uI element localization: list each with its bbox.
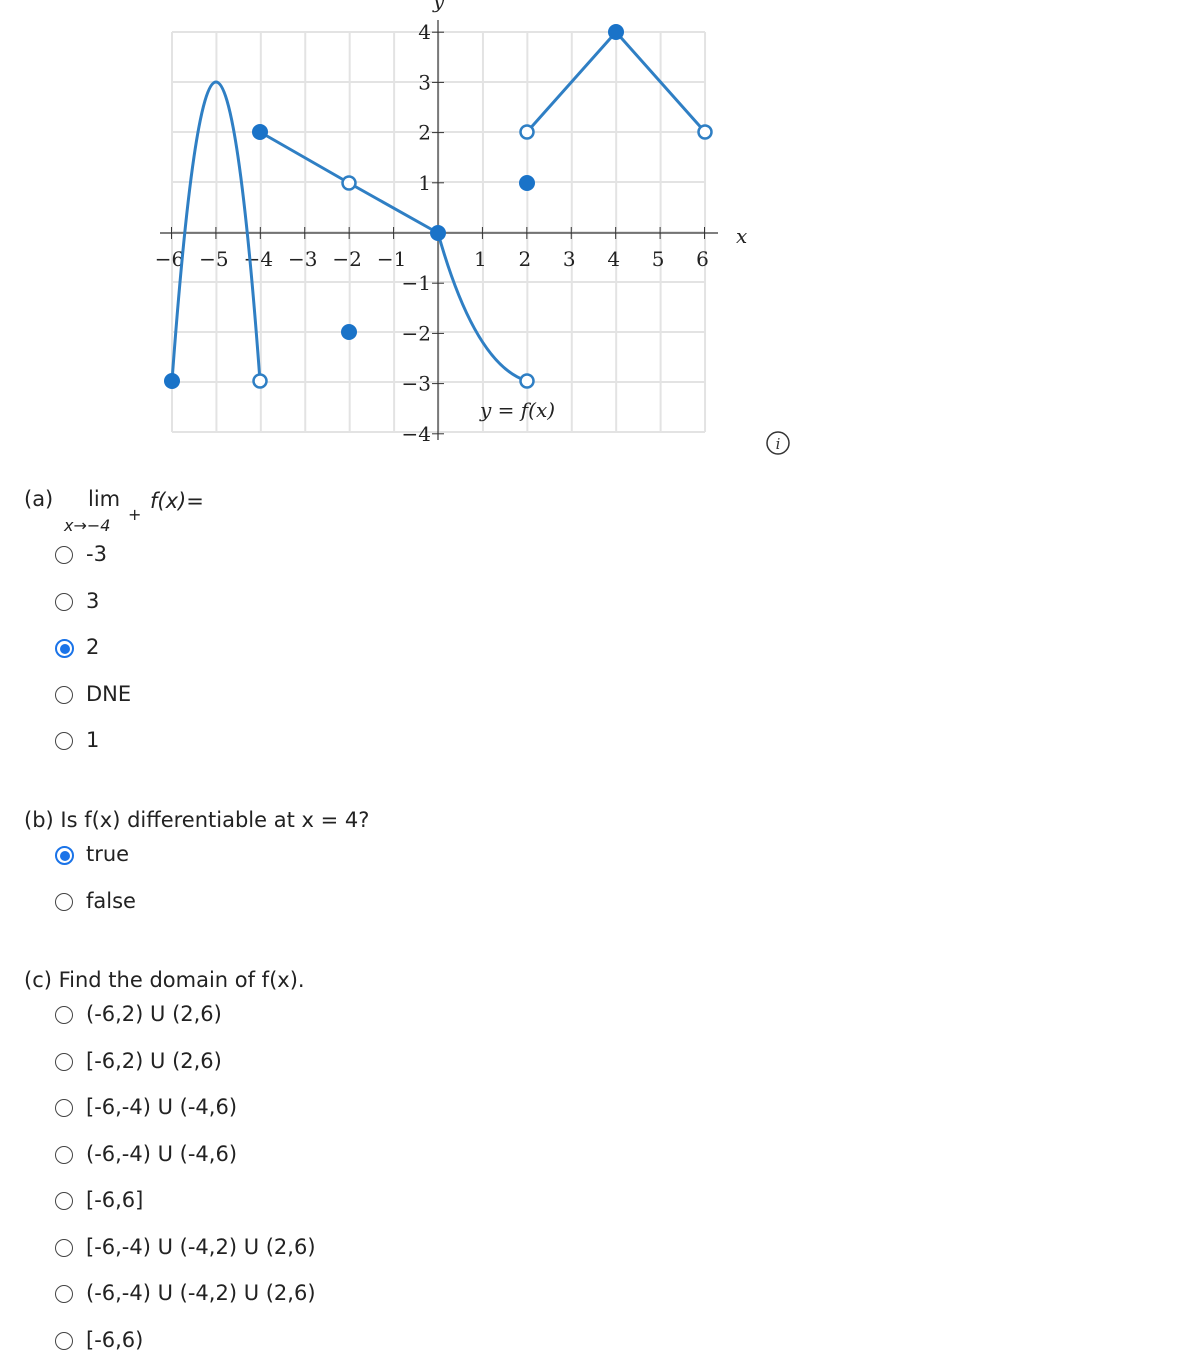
y-axis-label: y: [432, 0, 445, 13]
open-point: [341, 175, 357, 191]
open-point: [519, 373, 535, 389]
radio-button[interactable]: [55, 639, 74, 658]
x-tick-label: −3: [288, 247, 317, 271]
svg-text:i: i: [776, 435, 781, 453]
option-label[interactable]: [-6,2) U (2,6): [86, 1048, 222, 1073]
closed-points: [164, 24, 624, 389]
closed-point: [341, 324, 357, 340]
y-tick-label: −2: [402, 321, 431, 345]
x-tick-label: 2: [518, 247, 531, 271]
x-tick-label: 6: [696, 247, 709, 271]
open-points: [252, 124, 713, 389]
y-tick-label: −3: [402, 372, 431, 396]
x-tick-label: −5: [199, 247, 228, 271]
closed-point: [252, 124, 268, 140]
option-label[interactable]: [-6,-4) U (-4,6): [86, 1095, 238, 1119]
curve-segment: [436, 232, 528, 383]
x-tick-label: −2: [332, 247, 361, 271]
y-tick-label: −1: [402, 271, 431, 295]
option-label[interactable]: (-6,-4) U (-4,6): [86, 1141, 238, 1166]
radio-button[interactable]: [55, 1052, 73, 1071]
x-tick-label: 3: [563, 247, 576, 271]
y-tick-label: 2: [418, 121, 431, 145]
y-tick-label: 3: [418, 70, 431, 94]
radio-button[interactable]: [55, 592, 73, 611]
option-label[interactable]: -3: [86, 542, 107, 566]
option-label[interactable]: [-6,6]: [86, 1188, 144, 1212]
info-icon[interactable]: i: [766, 431, 790, 455]
curve-label: y = f(x): [479, 398, 555, 422]
question-text: (b) Is f(x) differentiable at x = 4?: [24, 808, 370, 832]
x-tick-label: 1: [474, 247, 487, 271]
radio-button[interactable]: [55, 1331, 73, 1350]
option-label[interactable]: 1: [86, 728, 100, 752]
closed-point: [519, 175, 535, 191]
radio-button[interactable]: [55, 546, 73, 564]
radio-button[interactable]: [55, 685, 73, 704]
closed-point: [608, 24, 624, 40]
radio-button[interactable]: [55, 846, 74, 865]
expression: f(x)=: [150, 489, 204, 513]
option-label[interactable]: 3: [86, 588, 100, 613]
radio-button[interactable]: [55, 892, 73, 911]
open-point: [697, 124, 713, 140]
question-text: (c) Find the domain of f(x).: [24, 968, 305, 992]
lim: lim: [88, 487, 121, 511]
radio-button[interactable]: [55, 1285, 73, 1303]
lim-superscript: +: [128, 505, 142, 524]
option-label[interactable]: false: [86, 888, 136, 913]
option-label[interactable]: (-6,-4) U (-4,2) U (2,6): [86, 1281, 316, 1305]
option-label[interactable]: 2: [86, 635, 100, 659]
closed-point: [164, 373, 180, 389]
closed-point: [430, 225, 446, 241]
open-point: [519, 124, 535, 140]
radio-button[interactable]: [55, 1192, 73, 1210]
radio-button[interactable]: [55, 1099, 73, 1117]
x-tick-label: 4: [607, 247, 620, 271]
x-tick-label: 5: [652, 247, 665, 271]
y-tick-label: 1: [418, 171, 431, 195]
option-label[interactable]: (-6,2) U (2,6): [86, 1002, 222, 1026]
part-label: (a): [24, 487, 54, 511]
y-tick-label: −4: [402, 422, 431, 446]
option-label[interactable]: [-6,6): [86, 1327, 144, 1350]
option-label[interactable]: [-6,-4) U (-4,2) U (2,6): [86, 1234, 316, 1259]
radio-button[interactable]: [55, 1145, 73, 1164]
open-point: [252, 373, 268, 389]
x-axis-label: x: [736, 224, 747, 248]
curve-segment: [170, 80, 262, 382]
lim-subscript: x→−4: [64, 516, 111, 535]
option-label[interactable]: true: [86, 842, 130, 866]
radio-button[interactable]: [55, 732, 73, 750]
x-tick-label: −6: [155, 247, 184, 271]
option-label[interactable]: DNE: [86, 681, 132, 706]
y-tick-label: 4: [418, 20, 431, 44]
radio-button[interactable]: [55, 1006, 73, 1024]
x-tick-label: −1: [377, 247, 406, 271]
radio-button[interactable]: [55, 1238, 73, 1257]
